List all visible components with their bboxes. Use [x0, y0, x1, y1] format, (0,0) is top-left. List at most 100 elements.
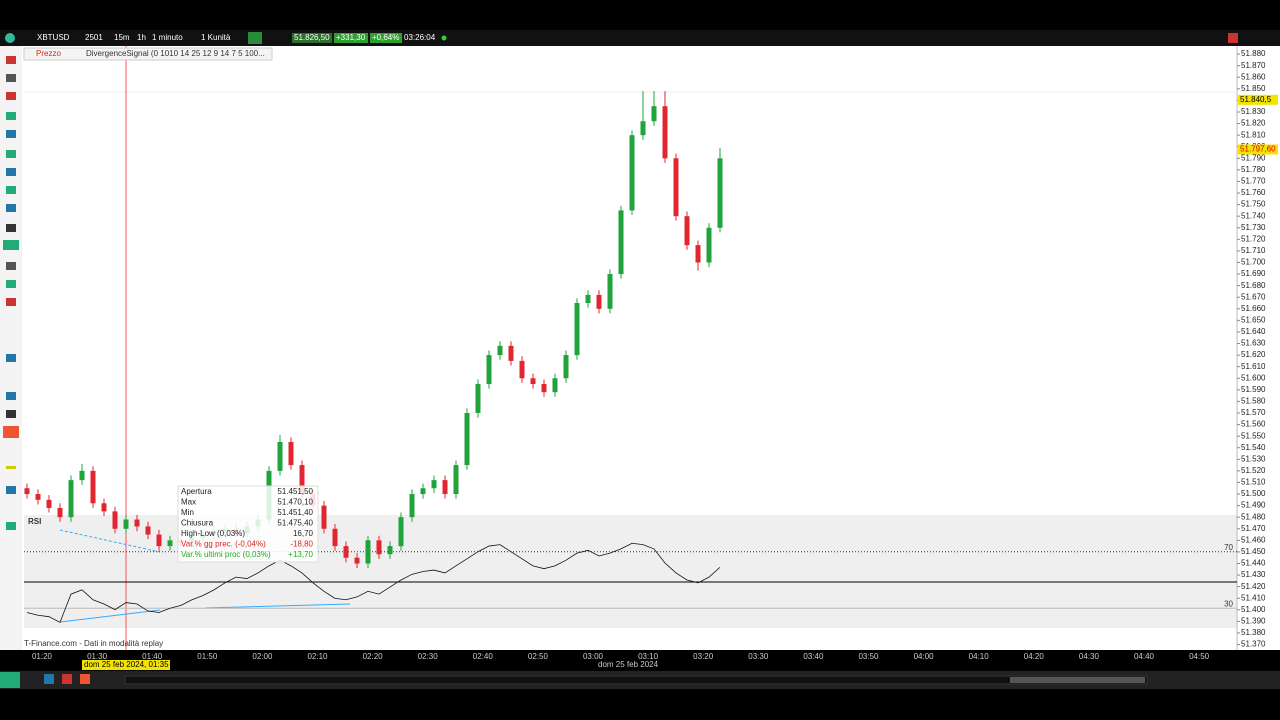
icon[interactable]	[6, 204, 16, 212]
scrollbar[interactable]	[124, 675, 1148, 685]
toolbar-item[interactable]: 1 minuto	[152, 33, 183, 42]
price-tag-label: 51.840,5	[1240, 95, 1272, 104]
icon[interactable]	[6, 130, 16, 138]
change-pct-bg	[370, 33, 402, 43]
rsi-label: RSI	[28, 517, 41, 526]
y-tick-label: 51.500	[1241, 489, 1266, 498]
tooltip-value: 51.451,50	[277, 487, 313, 496]
candle-body	[156, 534, 162, 547]
tool-button[interactable]	[248, 32, 262, 44]
divergence-line	[59, 529, 161, 553]
icon[interactable]	[6, 186, 16, 194]
change-bg	[334, 33, 368, 43]
y-tick-label: 51.430	[1241, 570, 1266, 579]
candle-body	[574, 303, 580, 356]
icon[interactable]	[6, 168, 16, 176]
last-price: 51.826,50	[294, 33, 330, 42]
tooltip-value: 51.451,40	[277, 508, 313, 517]
tooltip-value: 51.475,40	[277, 519, 313, 528]
toolbar-item[interactable]: 2501	[85, 33, 103, 42]
y-tick-label: 51.870	[1241, 61, 1266, 70]
tooltip-key: High-Low (0,03%)	[181, 529, 245, 538]
icon[interactable]	[6, 112, 16, 120]
icon[interactable]	[6, 224, 16, 232]
icon[interactable]	[6, 466, 16, 469]
icon[interactable]	[6, 522, 16, 530]
candle-body	[112, 511, 118, 529]
tooltip: Apertura 51.451,50 Max 51.470,10 Min 51.451,4…	[177, 485, 319, 563]
candle-body	[508, 345, 514, 361]
tooltip-key: Var.% ultimi proc (0,03%)	[181, 550, 271, 559]
candle-body	[288, 441, 294, 466]
y-tick-label: 51.650	[1241, 315, 1266, 324]
change: +331,30	[336, 33, 366, 42]
bottom-icon[interactable]	[80, 674, 90, 684]
candle-body	[46, 499, 52, 508]
time-axis	[0, 650, 1280, 670]
y-tick-label: 51.720	[1241, 234, 1266, 243]
x-tick-label: 01:30	[87, 652, 108, 661]
tooltip-key: Max	[181, 498, 196, 507]
y-tick-label: 51.760	[1241, 188, 1266, 197]
icon[interactable]	[6, 74, 16, 82]
y-tick-label: 51.420	[1241, 582, 1266, 591]
x-tick-label: 02:50	[528, 652, 549, 661]
y-tick-label: 51.480	[1241, 512, 1266, 521]
scroll-thumb[interactable]	[1010, 677, 1145, 683]
bottom-icon[interactable]	[44, 674, 54, 684]
icon[interactable]	[3, 240, 19, 250]
candle-body	[464, 412, 470, 466]
side-toolbar	[0, 46, 22, 650]
rsi-line	[26, 542, 721, 623]
x-tick-label: 04:50	[1189, 652, 1210, 661]
y-tick-label: 51.810	[1241, 130, 1266, 139]
legend-price[interactable]: Prezzo	[36, 49, 61, 58]
legend-indicator[interactable]: DivergenceSignal (0 1010 14 25 12 9 14 7…	[86, 49, 265, 58]
icon[interactable]	[6, 150, 16, 158]
candle-body	[695, 245, 701, 263]
y-tick-label: 51.790	[1241, 153, 1266, 162]
y-tick-label: 51.750	[1241, 200, 1266, 209]
icon[interactable]	[6, 392, 16, 400]
y-tick-label: 51.450	[1241, 547, 1266, 556]
y-tick-label: 51.460	[1241, 535, 1266, 544]
y-tick-label: 51.510	[1241, 478, 1266, 487]
icon[interactable]	[6, 280, 16, 288]
icon[interactable]	[6, 56, 16, 64]
candle-body	[420, 488, 426, 495]
toolbar-item[interactable]: 1 Kunità	[201, 33, 231, 42]
candle-body	[651, 106, 657, 122]
app-icon	[5, 33, 15, 43]
candle-body	[299, 465, 305, 495]
y-tick-label: 51.830	[1241, 107, 1266, 116]
y-tick-label: 51.860	[1241, 72, 1266, 81]
tooltip-key: Var.% gg prec. (-0,04%)	[181, 540, 266, 549]
candle-body	[453, 465, 459, 495]
icon[interactable]	[6, 410, 16, 418]
bottom-icon[interactable]	[62, 674, 72, 684]
x-tick-label: 01:20	[32, 652, 53, 661]
toolbar-item[interactable]: 1h	[137, 33, 146, 42]
icon[interactable]	[6, 262, 16, 270]
symbol[interactable]: XBTUSD	[37, 33, 70, 42]
x-tick-label: 02:10	[307, 652, 328, 661]
icon[interactable]	[3, 426, 19, 438]
candle-body	[563, 355, 569, 379]
tooltip-value: 16,70	[293, 529, 314, 538]
legend	[23, 47, 273, 61]
icon[interactable]	[6, 354, 16, 362]
candle-body	[354, 557, 360, 564]
window-icon[interactable]	[1228, 33, 1238, 43]
icon[interactable]	[6, 486, 16, 494]
candle-body	[134, 519, 140, 527]
x-tick-label: 02:20	[363, 652, 384, 661]
x-tick-label: 04:30	[1079, 652, 1100, 661]
candle-body	[35, 494, 41, 500]
icon[interactable]	[6, 92, 16, 100]
y-tick-label: 51.700	[1241, 258, 1266, 267]
y-tick-label: 51.580	[1241, 397, 1266, 406]
toolbar-item[interactable]: 15m	[114, 33, 130, 42]
bottom-icon[interactable]	[0, 672, 20, 688]
candle-body	[321, 505, 327, 529]
icon[interactable]	[6, 298, 16, 306]
